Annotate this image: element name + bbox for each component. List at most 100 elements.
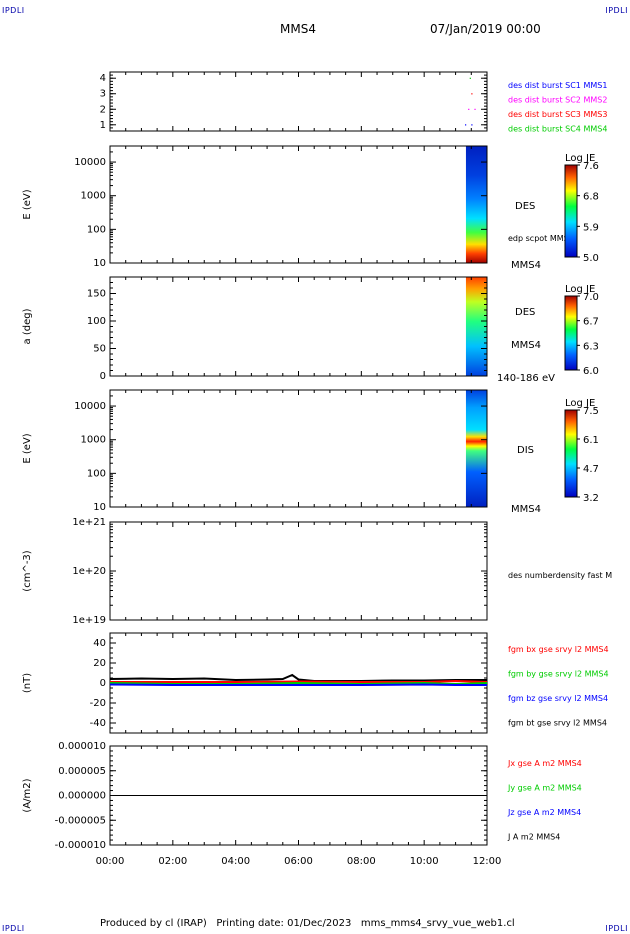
- panel-burst-burst-point: [471, 124, 473, 126]
- panel-des-pitch-label: DES: [515, 307, 535, 318]
- panel-des-energy-colorbar-title: Log JE: [565, 153, 595, 164]
- panel-current-density-ytick-label: 0.000005: [58, 766, 106, 777]
- panel-des-energy-colorbar-label: 5.9: [583, 222, 599, 233]
- panel-magnetic-field-legend-item: fgm bx gse srvy l2 MMS4: [508, 645, 609, 654]
- panel-des-energy-colorbar: [564, 164, 578, 258]
- time-axis-label: 04:00: [221, 856, 250, 867]
- panel-des-pitch-ytick-label: 0: [100, 371, 106, 382]
- panel-des-pitch-colorbar-title: Log JE: [565, 284, 595, 295]
- panel-dis-energy-colorbar-label: 3.2: [583, 493, 599, 504]
- panel-burst-ytick-label: 3: [100, 89, 106, 100]
- panel-dis-energy-ytick-label: 10: [93, 502, 106, 513]
- corner-label-bl: IPDLI: [2, 924, 25, 933]
- panel-dis-energy-frame: [109, 389, 488, 508]
- panel-dis-energy-colorbar-label: 6.1: [583, 435, 599, 446]
- time-axis-label: 02:00: [158, 856, 187, 867]
- panel-current-density-legend-item: Jy gse A m2 MMS4: [507, 784, 582, 793]
- panel-des-energy-ytick-label: 1000: [81, 191, 106, 202]
- panel-magnetic-field-series-line: [109, 681, 488, 686]
- time-axis-label: 06:00: [284, 856, 313, 867]
- panel-dis-energy-colorbar-label: 7.5: [583, 406, 599, 417]
- panel-des-pitch-colorbar-label: 7.0: [583, 292, 599, 303]
- footer-printing-date: Printing date: 01/Dec/2023: [216, 918, 352, 929]
- panel-des-energy-ylabel: E (eV): [22, 189, 33, 219]
- panel-magnetic-field-series-line: [109, 673, 487, 682]
- panel-des-pitch-colorbar-label: 6.3: [583, 341, 599, 352]
- panel-current-density-legend-item: J A m2 MMS4: [507, 833, 560, 842]
- panel-magnetic-field-ytick-label: 20: [93, 658, 106, 669]
- panel-des-energy-colorbar-label: 6.8: [583, 192, 599, 203]
- panel-dis-energy-ytick-label: 100: [87, 468, 106, 479]
- panel-dis-energy-spectrogram: [465, 390, 487, 507]
- panel-magnetic-field-ytick-label: 0: [100, 678, 106, 689]
- panel-des-pitch-colorbar: [564, 295, 578, 371]
- panel-dis-energy-sublabel: MMS4: [511, 504, 541, 515]
- panel-burst-burst-point: [465, 124, 467, 126]
- panel-dis-energy-colorbar-label: 4.7: [583, 464, 599, 475]
- footer-filename: mms_mms4_srvy_vue_web1.cl: [360, 918, 515, 929]
- panel-des-energy-ytick-label: 10000: [74, 157, 106, 168]
- panel-current-density-legend-item: Jz gse A m2 MMS4: [507, 808, 581, 817]
- panel-des-pitch-ytick-label: 50: [93, 344, 106, 355]
- panel-des-energy-frame: [109, 145, 488, 264]
- corner-label-br: IPDLI: [605, 924, 628, 933]
- panel-current-density-ytick-label: -0.000010: [55, 840, 106, 851]
- panel-magnetic-field-legend-item: fgm bz gse srvy l2 MMS4: [508, 694, 608, 703]
- panel-current-density-ytick-label: 0.000000: [58, 791, 106, 802]
- corner-label-tr: IPDLI: [605, 6, 628, 15]
- panel-dis-energy-ytick-label: 10000: [74, 401, 106, 412]
- panel-dis-energy-label: DIS: [517, 445, 534, 456]
- time-axis-label: 08:00: [347, 856, 376, 867]
- panel-burst-burst-point: [471, 93, 473, 95]
- panel-burst-ytick-label: 2: [100, 104, 106, 115]
- panel-des-energy-label: DES: [515, 201, 535, 212]
- panel-dis-energy-ytick-label: 1000: [81, 435, 106, 446]
- panel-des-energy-ytick-label: 100: [87, 224, 106, 235]
- panel-burst-ytick-label: 4: [100, 73, 106, 84]
- panel-burst-ytick-label: 1: [100, 120, 106, 131]
- panel-density-legend-item: des numberdensity fast M: [508, 571, 612, 580]
- panel-burst-legend-item: des dist burst SC4 MMS4: [508, 125, 607, 134]
- panel-magnetic-field-legend-item: fgm bt gse srvy l2 MMS4: [508, 719, 607, 728]
- panel-des-energy-colorbar-label: 7.6: [583, 161, 599, 172]
- panel-dis-energy-ylabel: E (eV): [22, 433, 33, 463]
- panel-magnetic-field-ytick-label: -20: [90, 698, 106, 709]
- panel-des-energy-ytick-label: 10: [93, 258, 106, 269]
- panel-magnetic-field-series-line: [110, 679, 488, 683]
- panel-density-ylabel: (cm^-3): [22, 550, 33, 591]
- plot-title: MMS4: [280, 22, 316, 36]
- panel-magnetic-field-ytick-label: 40: [93, 638, 106, 649]
- panel-density-ytick-label: 1e+19: [72, 615, 106, 626]
- panel-des-energy-colorbar-label: 5.0: [583, 253, 599, 264]
- panel-des-energy-sublabel: MMS4: [511, 260, 541, 271]
- panel-current-density-legend-item: Jx gse A m2 MMS4: [507, 759, 582, 768]
- panel-burst-legend-item: des dist burst SC3 MMS3: [508, 110, 607, 119]
- panel-burst-burst-point: [468, 108, 470, 110]
- panel-burst-frame: [109, 71, 488, 132]
- panel-dis-energy-colorbar: [564, 409, 578, 498]
- panel-burst-burst-point: [469, 77, 471, 79]
- panel-des-pitch-ytick-label: 100: [87, 316, 106, 327]
- panel-des-energy-annotation: edp scpot MMS4: [508, 234, 574, 243]
- footer: Produced by cl (IRAP) Printing date: 01/…: [100, 918, 515, 929]
- panel-des-energy-spectrogram: [465, 146, 487, 263]
- panel-des-pitch-frame: [109, 276, 488, 377]
- panel-des-pitch-spectrogram: [465, 277, 487, 376]
- panel-des-pitch-colorbar-label: 6.0: [583, 366, 599, 377]
- time-axis-label: 12:00: [473, 856, 502, 867]
- panel-des-pitch-ylabel: a (deg): [22, 308, 33, 344]
- time-axis-label: 10:00: [410, 856, 439, 867]
- panel-burst-legend-item: des dist burst SC2 MMS2: [508, 96, 607, 105]
- time-axis-label: 00:00: [96, 856, 125, 867]
- panel-des-pitch-colorbar-label: 6.7: [583, 317, 599, 328]
- panel-magnetic-field-ylabel: (nT): [22, 673, 33, 693]
- plot-date: 07/Jan/2019 00:00: [430, 22, 541, 36]
- panel-current-density-ylabel: (A/m2): [22, 778, 33, 812]
- panel-current-density-ytick-label: -0.000005: [55, 815, 106, 826]
- panel-burst-burst-point: [474, 108, 476, 110]
- panel-des-pitch-ytick-label: 150: [87, 289, 106, 300]
- panel-density-ytick-label: 1e+20: [72, 566, 106, 577]
- panel-magnetic-field-legend-item: fgm by gse srvy l2 MMS4: [508, 670, 609, 679]
- panel-des-pitch-energy-label: 140-186 eV: [497, 373, 555, 384]
- panel-burst-legend-item: des dist burst SC1 MMS1: [508, 81, 607, 90]
